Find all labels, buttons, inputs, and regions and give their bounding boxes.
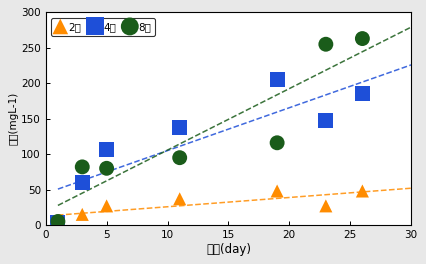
4배 [79,180,86,185]
4배 [322,118,329,122]
8배 [55,219,61,224]
2배 [274,189,281,193]
8배 [274,141,281,145]
8배 [176,155,183,160]
8배 [359,36,366,41]
2배 [322,204,329,208]
8배 [103,166,110,171]
4배 [359,92,366,96]
4배 [176,126,183,130]
2배 [359,189,366,193]
4배 [274,78,281,82]
4배 [103,148,110,152]
8배 [322,42,329,46]
4배 [55,221,61,225]
Y-axis label: 농도(mgL-1): 농도(mgL-1) [9,92,18,145]
8배 [79,165,86,169]
2배 [55,221,61,226]
2배 [103,204,110,208]
2배 [79,212,86,216]
2배 [176,197,183,201]
Legend: 2배, 4배, 8배: 2배, 4배, 8배 [51,17,155,36]
X-axis label: 시간(day): 시간(day) [206,243,251,256]
